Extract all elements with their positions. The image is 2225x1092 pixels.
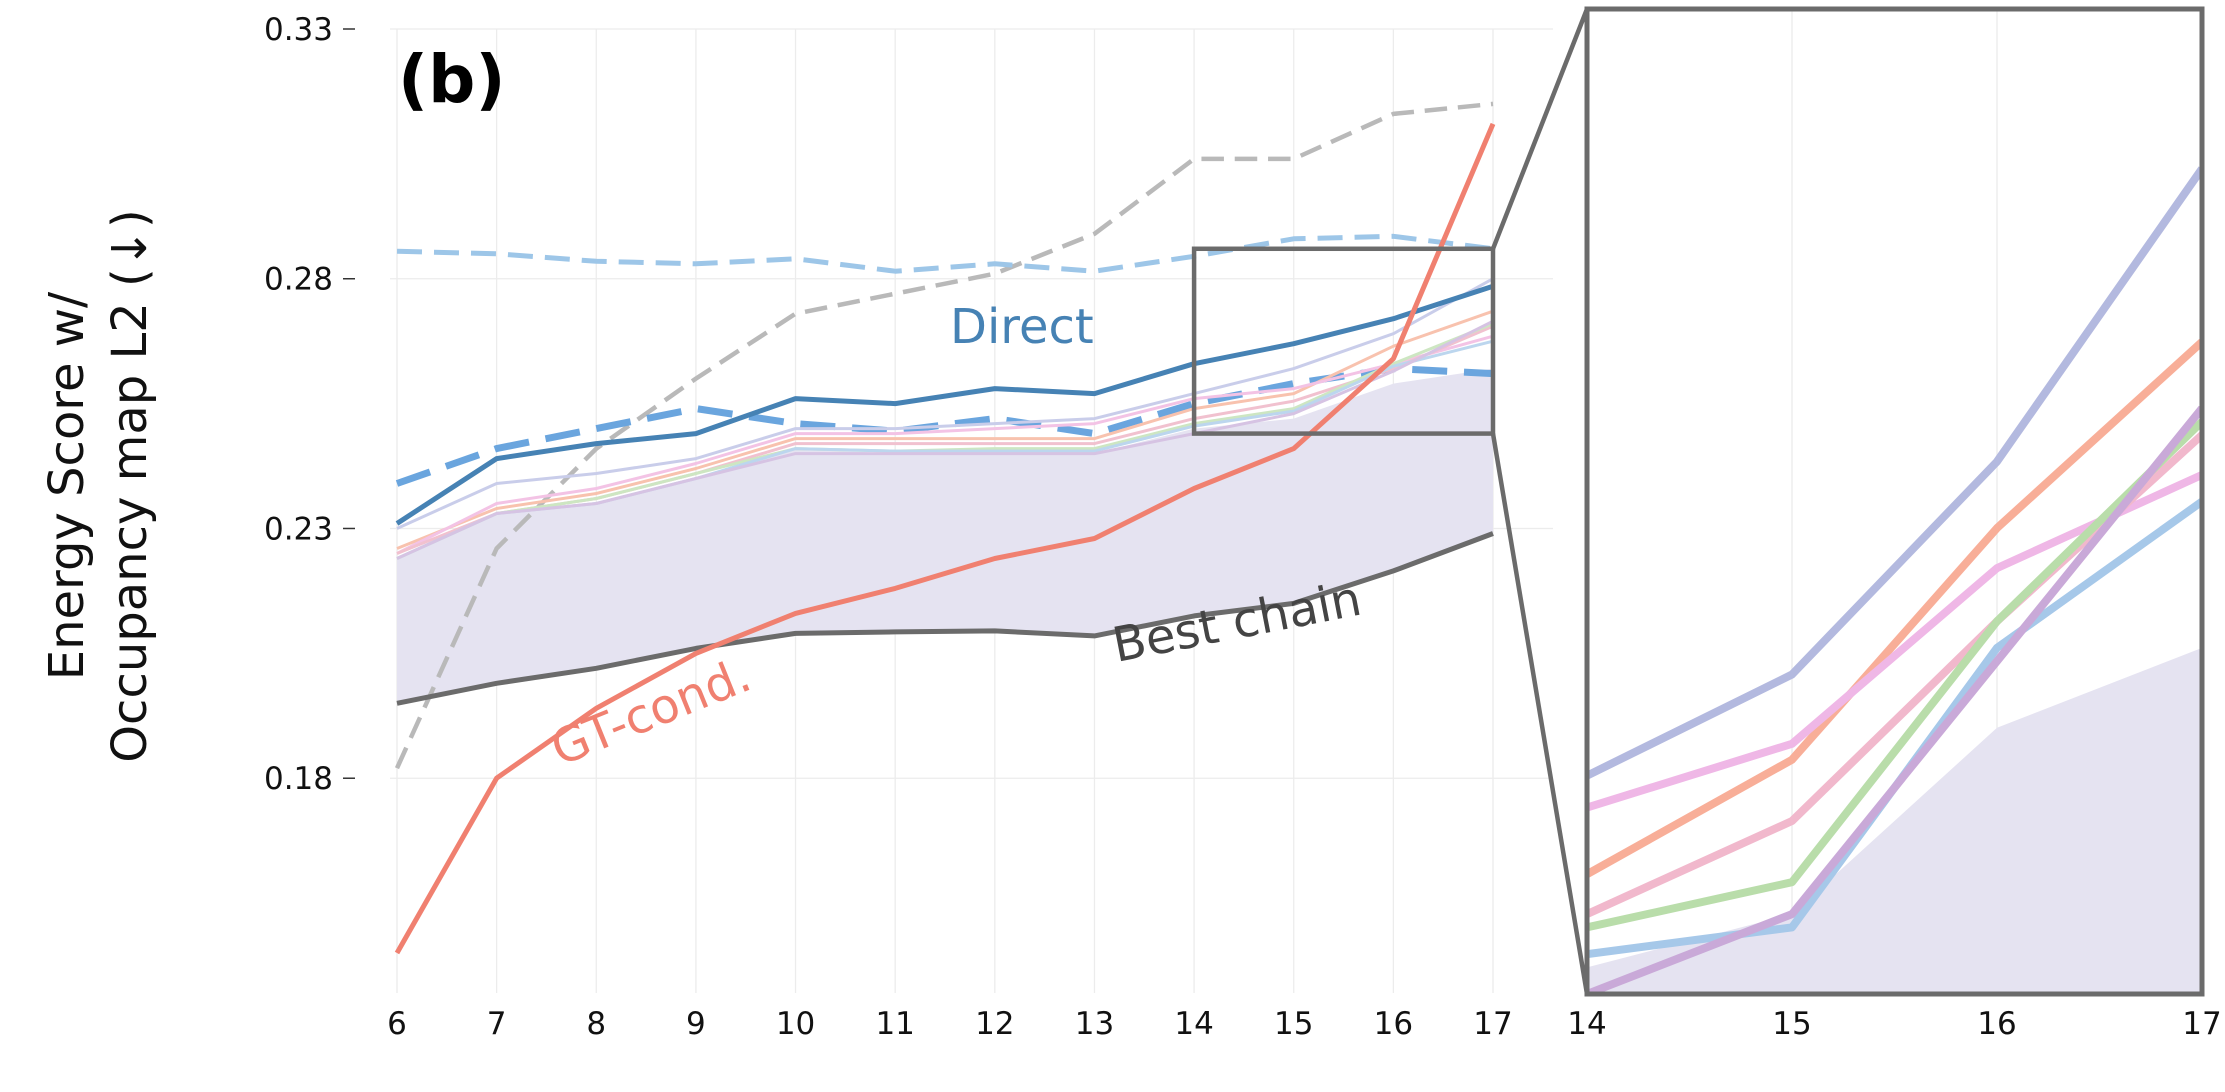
inset-panel [1584, 6, 2205, 997]
panel-label: (b) [398, 41, 506, 118]
series-line-faint-purple [396, 319, 1494, 560]
x-tick-label: 17 [1473, 1006, 1512, 1042]
series-line-direct-solid [395, 283, 1494, 526]
y-tick-label: 0.33 [264, 12, 333, 48]
inset-frame [1584, 6, 2205, 997]
inset-x-tick-label: 14 [1567, 1006, 1606, 1042]
x-tick-label: 13 [1075, 1006, 1114, 1042]
series-line-faint-pink [396, 334, 1494, 555]
inset-x-tick-label: 15 [1772, 1006, 1811, 1042]
y-tick-label: 0.23 [264, 511, 333, 547]
inset-ticks: 14 15 16 17 [1567, 1006, 2221, 1042]
main-ticks: 6 7 8 9 10 11 12 13 14 15 16 17 0.18 0.23 0.28 0.33 [264, 12, 1513, 1042]
x-tick-label: 8 [586, 1006, 606, 1042]
inset-series-line-zoom-orange [1587, 338, 2202, 878]
x-tick-label: 6 [387, 1006, 407, 1042]
zoom-connector-bottom [1490, 433, 1590, 995]
x-tick-label: 12 [975, 1006, 1014, 1042]
x-tick-label: 7 [487, 1006, 507, 1042]
inset-shaded-band [1587, 647, 2202, 994]
main-series [394, 101, 1496, 955]
y-axis-label-line-1: Energy Score w/ [39, 291, 95, 680]
inset-x-tick-label: 17 [2182, 1006, 2221, 1042]
zoom-region [1191, 8, 1590, 995]
x-tick-label: 14 [1174, 1006, 1213, 1042]
zoom-connector-top [1490, 8, 1590, 250]
shaded-band [397, 368, 1493, 704]
x-tick-label: 11 [875, 1006, 914, 1042]
x-tick-label: 9 [686, 1006, 706, 1042]
y-tick-label: 0.28 [264, 262, 333, 298]
series-line-dashed-lightblue [396, 233, 1494, 274]
series-line-dashed-grey [394, 101, 1494, 770]
main-shaded-band [397, 368, 1493, 704]
inset-series-line-zoom-green [1587, 418, 2202, 932]
x-tick-label: 15 [1274, 1006, 1313, 1042]
series-line-direct-dashed [395, 365, 1494, 487]
inset-series-line-zoom-lavender [1587, 166, 2202, 780]
inset-series-line-zoom-purple [1587, 405, 2202, 994]
x-tick-label: 10 [776, 1006, 815, 1042]
inset-plot-area [1587, 9, 2202, 994]
inset-series-line-zoom-rose [1587, 431, 2202, 918]
annotation-direct: Direct [950, 299, 1094, 355]
inset-x-tick-label: 16 [1977, 1006, 2016, 1042]
y-tick-label: 0.18 [264, 761, 333, 797]
series-line-best-chain [396, 531, 1494, 706]
x-tick-label: 16 [1374, 1006, 1413, 1042]
y-axis-label-line-2: Occupancy map L2 (↓) [102, 209, 158, 762]
zoom-box-rect [1191, 246, 1496, 436]
series-line-faint-lavender [396, 277, 1494, 530]
